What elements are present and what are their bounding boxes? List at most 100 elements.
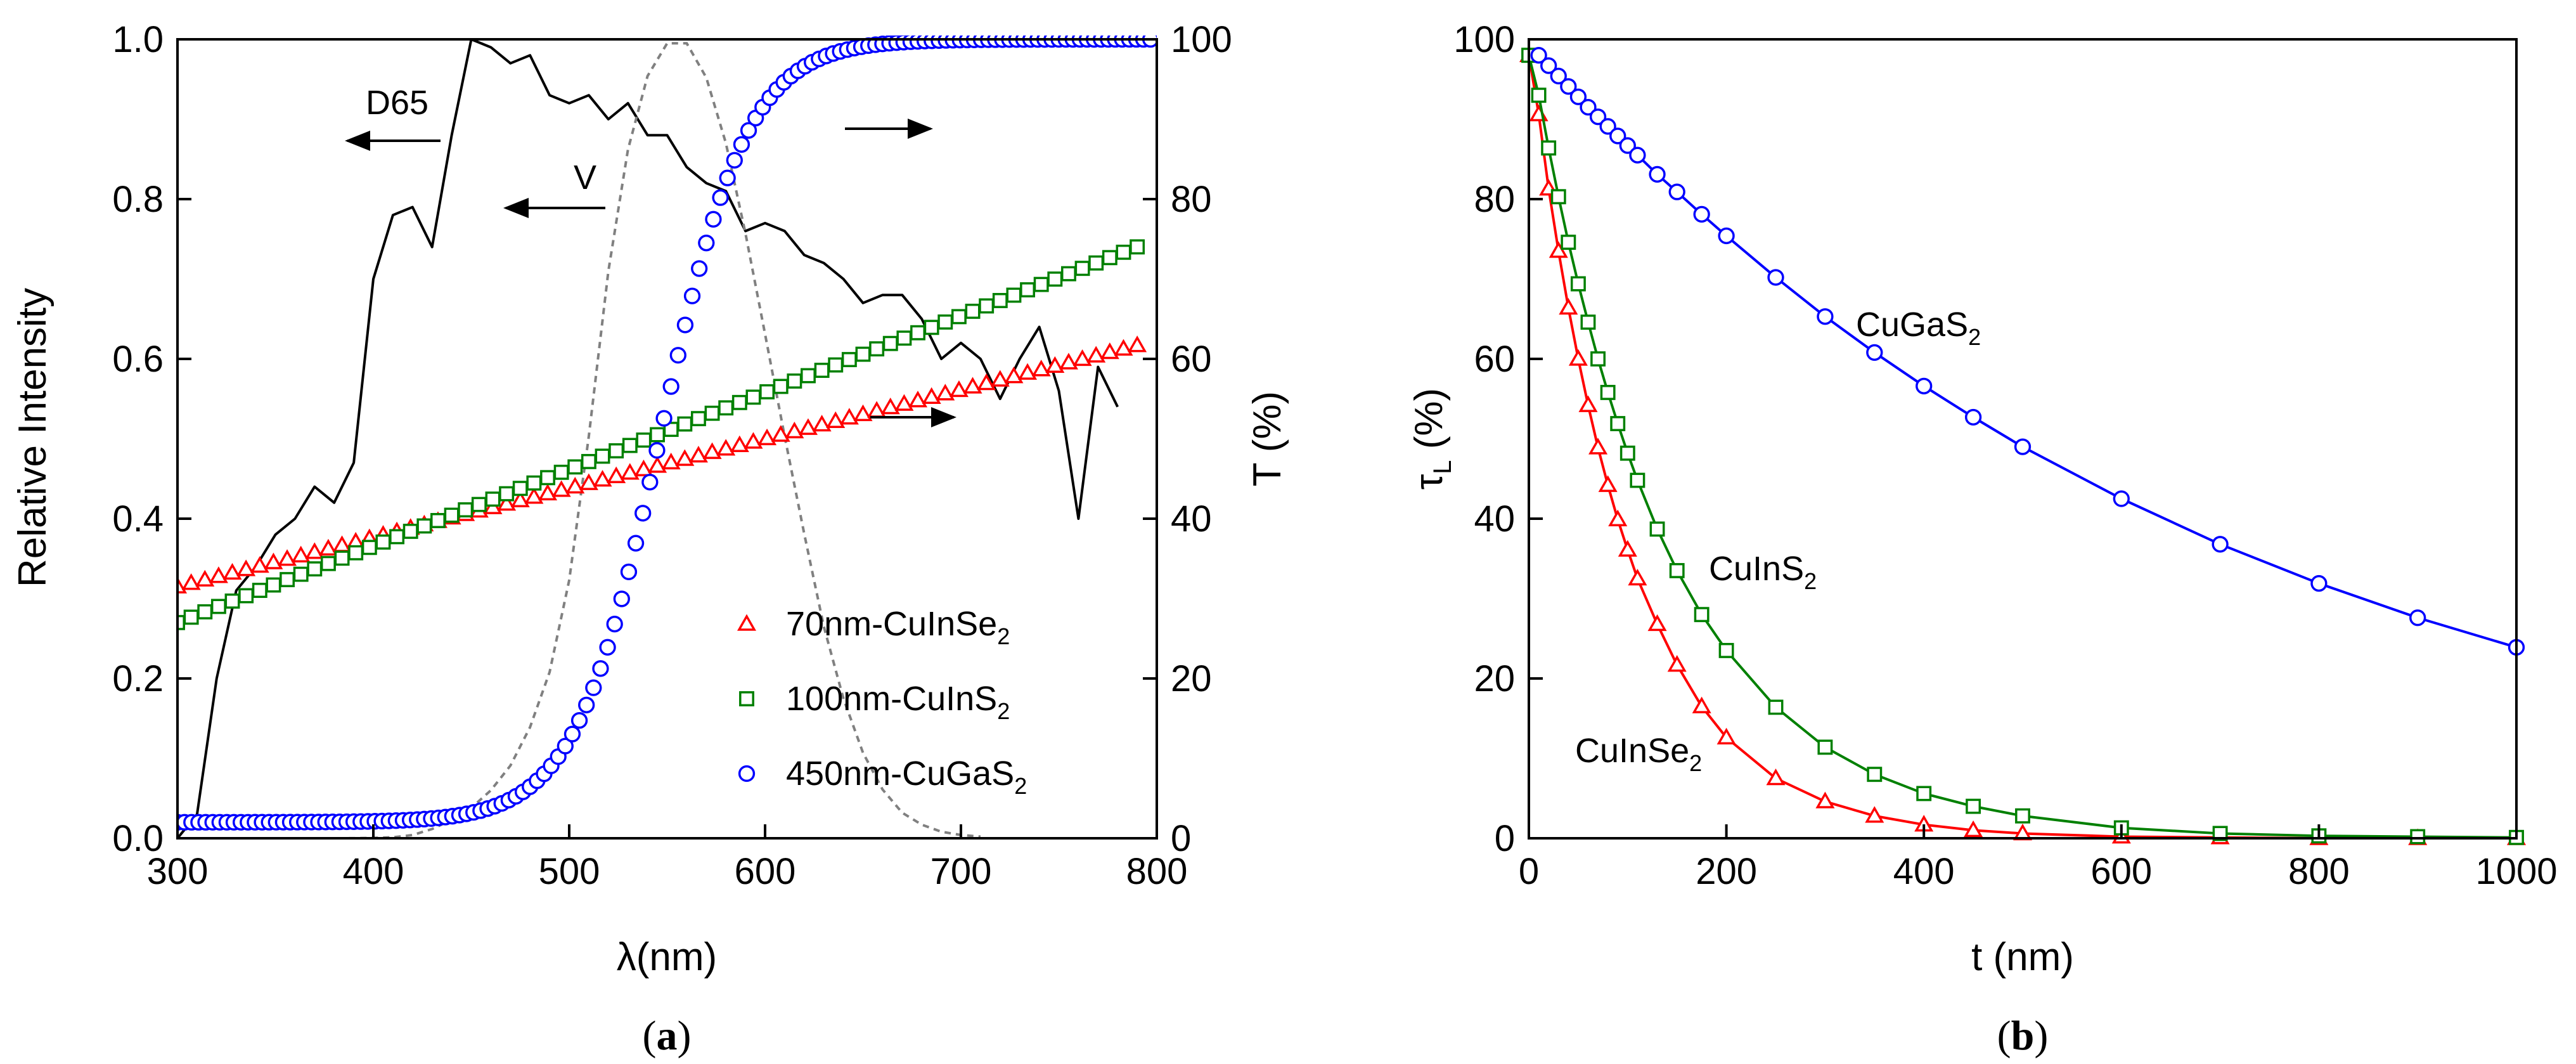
data-point: [718, 400, 734, 416]
data-point: [1694, 607, 1710, 623]
data-point: [676, 316, 694, 334]
data-point: [705, 211, 722, 228]
data-point: [937, 314, 953, 330]
data-point: [444, 507, 460, 523]
data-point: [675, 449, 695, 466]
data-point: [731, 394, 747, 410]
data-point: [1916, 786, 1932, 801]
panel-b-frame: [1528, 38, 2518, 840]
data-point: [641, 474, 659, 491]
data-point: [564, 725, 581, 743]
data-point: [1020, 282, 1036, 298]
series-label: CuInSe2: [1575, 732, 1702, 776]
series-label: CuInS2: [1709, 550, 1817, 594]
data-point: [551, 480, 571, 497]
data-point: [1916, 377, 1933, 394]
data-point: [798, 418, 818, 435]
data-point: [1047, 271, 1063, 287]
y-tick-label: 0: [1495, 818, 1515, 859]
data-point: [264, 552, 283, 569]
data-point: [181, 573, 201, 590]
data-point: [307, 561, 323, 577]
data-point: [236, 559, 256, 576]
data-point: [867, 401, 887, 418]
legend-marker: [737, 614, 757, 631]
y-right-tick-label: 80: [1171, 179, 1212, 220]
data-point: [195, 569, 215, 587]
data-point: [238, 588, 254, 604]
data-point: [1088, 255, 1104, 271]
data-point: [210, 599, 226, 614]
data-point: [620, 563, 638, 581]
panel-a-left-y-axis-title: Relative Intensity: [11, 288, 55, 587]
data-point: [882, 335, 898, 351]
data-point: [540, 470, 555, 486]
data-point: [691, 260, 708, 277]
data-point: [853, 404, 873, 422]
data-point: [512, 481, 528, 496]
data-point: [1061, 266, 1076, 282]
data-point: [1669, 562, 1685, 578]
data-point: [622, 438, 638, 453]
x-tick-label: 0: [1519, 851, 1539, 892]
data-point: [1647, 614, 1667, 632]
d65-annotation: D65: [366, 84, 428, 122]
data-point: [607, 466, 626, 483]
x-tick-label: 500: [539, 851, 600, 892]
panel-b-ticks: 0 200 400 600 800 1000 0 20 40 60 80 100: [1453, 19, 2557, 892]
data-point: [990, 370, 1010, 387]
data-point: [1114, 339, 1133, 356]
d65-line: [177, 38, 1119, 838]
data-point: [924, 320, 939, 335]
data-point: [557, 737, 574, 755]
panel-a-plot-area: [177, 36, 1157, 838]
legend-label: 70nm-CuInSe2: [786, 605, 1010, 649]
y-left-tick-label: 1.0: [112, 19, 164, 60]
data-point: [1590, 351, 1606, 367]
data-point: [2409, 609, 2426, 626]
x-tick-label: 200: [1696, 851, 1757, 892]
data-point: [869, 341, 885, 357]
data-point: [1059, 353, 1078, 370]
data-point: [1619, 137, 1636, 154]
data-point: [266, 577, 281, 593]
data-point: [471, 496, 487, 512]
data-point: [1580, 315, 1596, 330]
panel-a-series-2: [177, 239, 1145, 630]
panel-b-series-labels: CuInSe2 CuInS2 CuGaS2: [1575, 306, 1981, 776]
data-point: [661, 452, 681, 470]
data-point: [1649, 165, 1666, 183]
y-right-tick-label: 60: [1171, 339, 1212, 380]
y-tick-label: 60: [1474, 339, 1515, 380]
data-point: [334, 550, 350, 566]
data-point: [949, 380, 969, 398]
data-point: [416, 518, 432, 534]
x-tick-label: 400: [1893, 851, 1955, 892]
y-tick-label: 100: [1453, 19, 1515, 60]
data-point: [1598, 475, 1618, 492]
data-point: [2212, 826, 2228, 841]
data-point: [1588, 438, 1608, 455]
data-point: [538, 483, 558, 501]
data-point: [1580, 98, 1597, 116]
data-point: [620, 463, 640, 480]
data-point: [606, 616, 623, 633]
data-point: [839, 408, 859, 425]
data-point: [1966, 798, 1981, 814]
data-point: [458, 502, 473, 518]
data-point: [688, 446, 708, 463]
data-point: [222, 562, 242, 580]
data-point: [224, 593, 240, 609]
data-point: [2015, 808, 2030, 824]
v-annotation: V: [574, 159, 596, 197]
data-point: [499, 486, 515, 502]
data-point: [1692, 696, 1711, 713]
data-point: [1561, 235, 1576, 250]
panel-a-ticks: 300 400 500 600 700 800 0.0 0.2 0.4 0.6 0.8 1.0 0 20 4…: [112, 19, 1232, 892]
data-point: [1815, 791, 1835, 808]
data-point: [252, 583, 267, 598]
data-point: [1578, 395, 1598, 412]
data-point: [291, 545, 311, 562]
y-right-tick-label: 0: [1171, 818, 1191, 859]
